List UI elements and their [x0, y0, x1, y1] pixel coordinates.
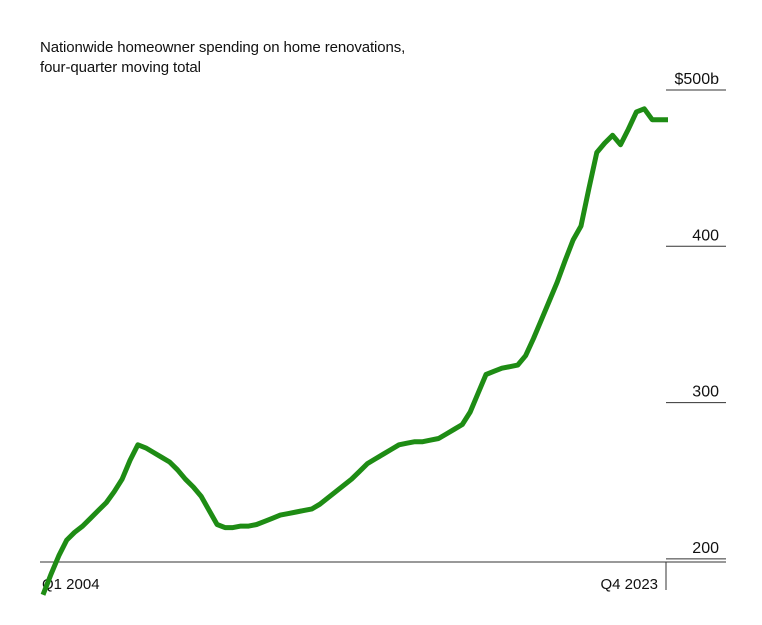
x-axis: Q1 2004 Q4 2023	[40, 561, 726, 593]
y-tick-label-0: $500b	[675, 71, 720, 88]
x-axis-end-label: Q4 2023	[600, 576, 658, 593]
series-line	[40, 106, 668, 596]
y-tick-label-2: 300	[692, 384, 719, 401]
chart-title: Nationwide homeowner spending on home re…	[40, 39, 406, 56]
y-tick-label-3: 200	[692, 540, 719, 557]
x-axis-start-label: Q1 2004	[42, 576, 100, 593]
chart-title-block: Nationwide homeowner spending on home re…	[40, 38, 560, 78]
y-axis: $500b 400 300 200	[666, 71, 726, 560]
plot-area	[40, 106, 668, 596]
chart-subtitle: four-quarter moving total	[40, 59, 201, 76]
y-tick-label-1: 400	[692, 227, 719, 244]
